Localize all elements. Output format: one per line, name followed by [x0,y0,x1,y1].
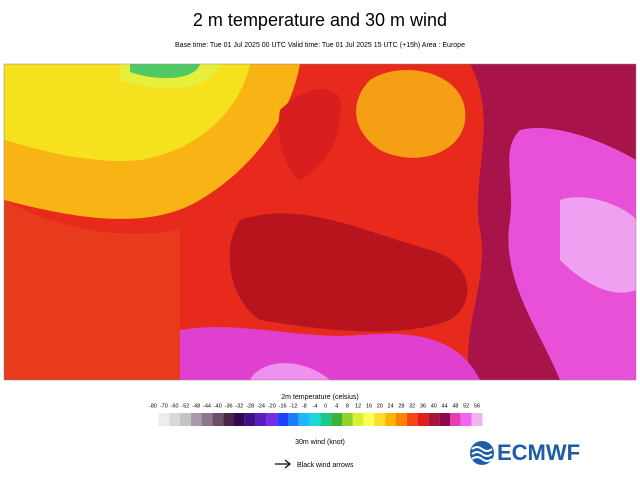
scale-tick-label: -36 [225,403,233,409]
title: 2 m temperature and 30 m wind [193,10,447,30]
color-scale: -80 -70 -60 -52 -48 -44 -40 -36 -32 -28 -24 -20 -16-… [149,403,483,426]
scale-swatch [158,413,170,426]
logo: ECMWF [470,440,580,465]
scale-tick-label: -28 [246,403,254,409]
scale-swatch [169,413,180,426]
scale-swatch [417,413,429,426]
scale-tick-label: -8 [302,403,307,409]
scale-tick-label: 56 [474,403,480,409]
scale-tick-label: 12 [355,403,361,409]
scale-tick-label: 32 [409,403,415,409]
scale-swatch [385,413,396,426]
subtitle: Base time: Tue 01 Jul 2025 00 UTC Valid … [175,42,465,49]
scale-swatch [309,413,321,426]
scale-swatch [406,413,418,426]
legend-title: 2m temperature (celsius) [281,394,358,401]
scale-swatch [223,413,234,426]
wind-arrow [275,459,291,469]
scale-tick-label: -12 [289,403,297,409]
scale-tick-label: 52 [463,403,469,409]
map [3,63,637,381]
scale-swatch [190,413,202,426]
scale-tick-label: 20 [377,403,383,409]
scale-tick-label: 24 [388,403,394,409]
scale-swatch [439,413,450,426]
scale-tick-label: -32 [235,403,243,409]
scale-tick-label: -60 [171,403,179,409]
scale-swatch [212,413,224,426]
scale-tick-label: -4 [313,403,318,409]
scale-tick-label: -48 [192,403,200,409]
scale-tick-label: -40 [214,403,222,409]
scale-swatch [352,413,364,426]
scale-swatch [180,413,191,426]
scale-swatch [277,413,288,426]
scale-tick-label: 48 [452,403,458,409]
scale-tick-label: -44 [203,403,211,409]
logo-text: ECMWF [497,440,580,465]
scale-swatch [331,413,342,426]
scale-swatch [428,413,440,426]
wind-legend-title: 30m wind (knot) [295,439,345,446]
scale-tick-label: -80 [149,403,157,409]
scale-swatch [244,413,256,426]
scale-swatch [450,413,461,426]
scale-tick-label: 4 [335,403,338,409]
scale-swatch [396,413,407,426]
scale-swatch [471,413,483,426]
scale-tick-label: 16 [366,403,372,409]
scale-tick-label: -52 [181,403,189,409]
scale-tick-label: 40 [431,403,437,409]
scale-tick-label: 0 [324,403,327,409]
scale-swatch [266,413,278,426]
scale-swatch [234,413,245,426]
scale-swatch [374,413,386,426]
scale-swatch [342,413,353,426]
scale-tick-label: 8 [346,403,349,409]
scale-swatch [298,413,310,426]
scale-tick-label: 44 [442,403,448,409]
scale-tick-label: 36 [420,403,426,409]
scale-swatch [288,413,299,426]
scale-swatch [255,413,267,426]
scale-tick-label: -70 [160,403,168,409]
scale-swatch [320,413,332,426]
scale-swatch [363,413,375,426]
scale-tick-label: -24 [257,403,265,409]
wind-legend-label: Black wind arrows [297,462,354,469]
scale-tick-label: -16 [279,403,287,409]
scale-tick-label: 28 [398,403,404,409]
scale-swatch [460,413,472,426]
scale-swatch [201,413,213,426]
scale-tick-label: -20 [268,403,276,409]
